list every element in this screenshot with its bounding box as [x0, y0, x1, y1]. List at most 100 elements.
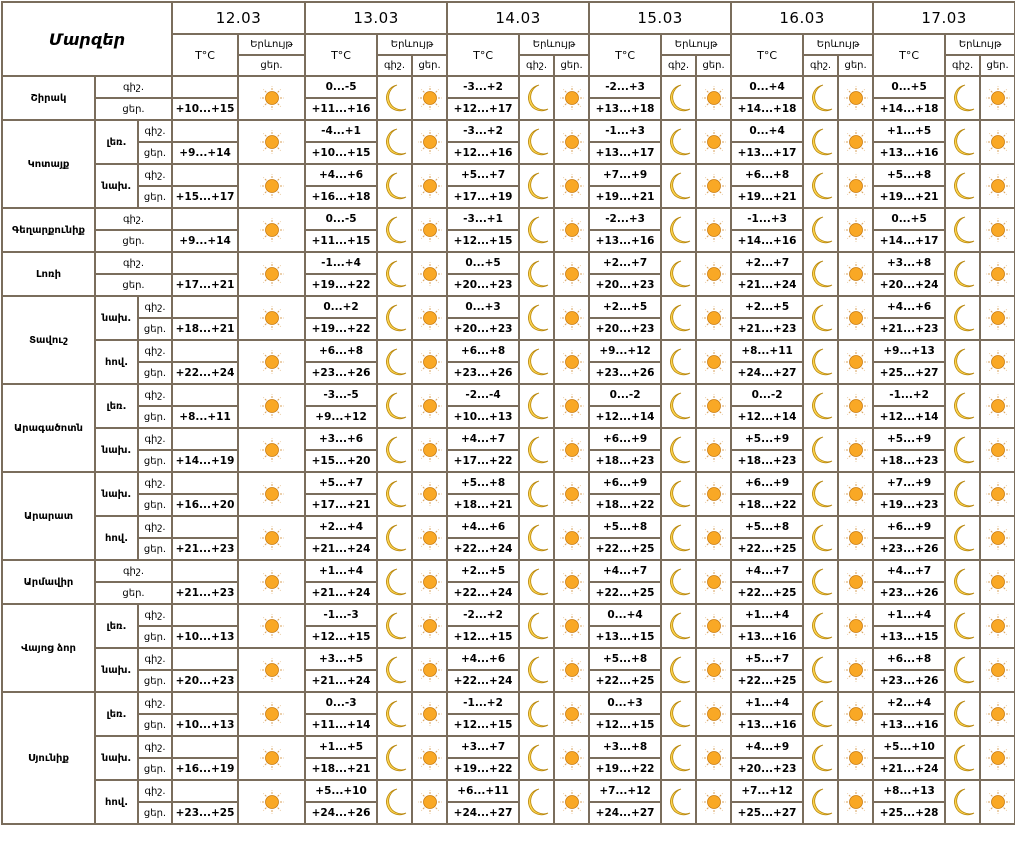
day-temperature: +16...+20	[171, 493, 240, 517]
day-temperature: +19...+22	[304, 317, 379, 341]
night-phenomenon-cell	[802, 515, 840, 561]
day-temperature: +14...+18	[872, 97, 947, 121]
table-row: Շիրակ գիշ. 0...-5 -3...+2 -2...+3 0...+4 0...+…	[1, 75, 1015, 121]
day-temperature: +19...+22	[446, 757, 521, 781]
day-phenomenon-cell	[411, 691, 449, 737]
night-temperature: -3...+2	[446, 119, 521, 143]
sun-icon	[417, 130, 443, 154]
night-temperature: -1...-3	[304, 603, 379, 627]
night-phenomenon-cell	[660, 383, 698, 429]
night-temperature: +1...+4	[730, 691, 805, 715]
night-temperature	[171, 251, 240, 275]
night-phenomenon-cell	[802, 163, 840, 209]
moon-icon	[808, 612, 834, 640]
moon-icon	[382, 348, 408, 376]
night-temperature: 0...+5	[872, 75, 947, 99]
night-temperature: -3...+2	[446, 75, 521, 99]
night-phenomenon-cell	[802, 251, 840, 297]
night-temperature: +9...+12	[588, 339, 663, 363]
sun-icon	[843, 790, 869, 814]
day-phenomenon-cell	[837, 603, 875, 649]
day-temperature: +14...+19	[171, 449, 240, 473]
day-temperature: +22...+25	[588, 669, 663, 693]
day-temperature: +18...+22	[730, 493, 805, 517]
temperature-header: T°C	[730, 33, 805, 77]
day-phenomenon-cell	[411, 339, 449, 385]
sun-icon	[417, 350, 443, 374]
moon-icon	[524, 260, 550, 288]
night-phenomenon-cell	[518, 515, 556, 561]
night-phenomenon-cell	[376, 779, 414, 825]
moon-icon	[666, 656, 692, 684]
night-temperature	[171, 119, 240, 143]
night-temperature: +4...+7	[446, 427, 521, 451]
day-phenomenon-cell	[411, 75, 449, 121]
moon-icon	[382, 128, 408, 156]
temperature-header: T°C	[171, 33, 240, 77]
phenomenon-header: Երևույթ	[376, 33, 449, 56]
day-phenomenon-cell	[411, 207, 449, 253]
sun-icon	[559, 218, 585, 242]
moon-icon	[808, 304, 834, 332]
moon-icon	[666, 304, 692, 332]
day-phenomenon-cell	[237, 251, 307, 297]
moon-icon	[950, 84, 976, 112]
day-phenomenon-cell	[553, 251, 591, 297]
day-phenomenon-cell	[411, 559, 449, 605]
night-temperature	[171, 691, 240, 715]
moon-icon	[524, 568, 550, 596]
sun-icon	[417, 570, 443, 594]
night-phenomenon-cell	[944, 647, 982, 693]
day-temperature: +9...+14	[171, 229, 240, 253]
table-row: Արագածոտն լեռ. գիշ. -3...-5 -2...-4 0...-2 0..…	[1, 383, 1015, 473]
night-temperature: +9...+13	[872, 339, 947, 363]
sun-icon	[985, 350, 1011, 374]
table-row: ցեր. +8...+11 +9...+12 +10...+13 +12...+14 +1…	[2, 405, 1015, 429]
night-temperature: -4...+1	[304, 119, 379, 143]
day-phenomenon-cell	[695, 251, 733, 297]
night-temperature: +6...+9	[588, 427, 663, 451]
night-phenomenon-cell	[660, 207, 698, 253]
night-temperature	[171, 603, 240, 627]
night-temperature	[171, 647, 240, 671]
day-phenomenon-cell	[979, 427, 1015, 473]
night-temperature: +4...+9	[730, 735, 805, 759]
sun-icon	[985, 482, 1011, 506]
moon-icon	[524, 128, 550, 156]
night-temperature: +7...+12	[588, 779, 663, 803]
sun-icon	[417, 438, 443, 462]
night-phenomenon-cell	[518, 383, 556, 429]
night-temperature: +5...+8	[588, 515, 663, 539]
night-phenomenon-cell	[518, 471, 556, 517]
day-temperature: +8...+11	[171, 405, 240, 429]
sun-icon	[417, 174, 443, 198]
night-temperature: +2...+4	[304, 515, 379, 539]
night-phenomenon-cell	[660, 295, 698, 341]
night-temperature	[171, 383, 240, 407]
zone-name: նախ.	[94, 163, 139, 209]
night-temperature: +7...+9	[872, 471, 947, 495]
night-temperature: +1...+5	[872, 119, 947, 143]
sun-icon	[701, 218, 727, 242]
night-temperature: 0...+5	[872, 207, 947, 231]
day-temperature: +21...+23	[730, 317, 805, 341]
day-header: ցեր.	[411, 54, 449, 77]
night-temperature	[171, 339, 240, 363]
day-temperature: +10...+13	[446, 405, 521, 429]
night-temperature: -1...+4	[304, 251, 379, 275]
night-temperature: +2...+7	[588, 251, 663, 275]
night-phenomenon-cell	[802, 427, 840, 473]
night-temperature: -1...+3	[730, 207, 805, 231]
night-phenomenon-cell	[376, 251, 414, 297]
day-phenomenon-cell	[695, 471, 733, 517]
night-temperature: +6...+8	[872, 647, 947, 671]
moon-icon	[524, 348, 550, 376]
moon-icon	[950, 700, 976, 728]
sun-icon	[701, 262, 727, 286]
moon-icon	[808, 128, 834, 156]
day-temperature: +20...+23	[588, 317, 663, 341]
night-label: գիշ.	[93, 251, 174, 275]
day-temperature: +25...+27	[730, 801, 805, 825]
day-temperature: +18...+22	[588, 493, 663, 517]
day-temperature: +21...+24	[304, 669, 379, 693]
